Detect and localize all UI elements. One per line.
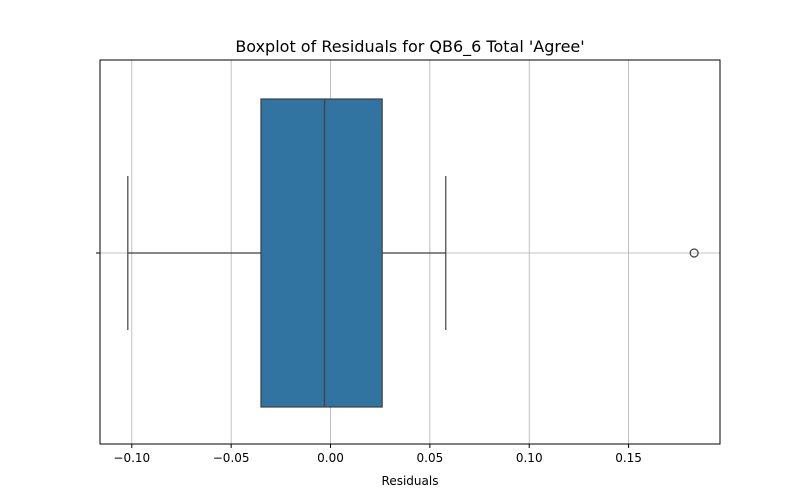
- x-tick-label: 0.15: [615, 451, 642, 465]
- interquartile-box: [260, 98, 383, 408]
- outlier-point: [689, 248, 699, 258]
- x-tick-label: −0.10: [113, 451, 150, 465]
- x-tick-label: 0.10: [516, 451, 543, 465]
- x-tick-label: 0.05: [417, 451, 444, 465]
- grid-lines: [100, 60, 720, 444]
- box-plot: [127, 98, 699, 408]
- chart-title: Boxplot of Residuals for QB6_6 Total 'Ag…: [235, 37, 584, 57]
- x-tick-label: −0.05: [213, 451, 250, 465]
- x-tick-label: 0.00: [317, 451, 344, 465]
- x-axis-label: Residuals: [382, 474, 439, 488]
- plot-frame: [99, 59, 721, 445]
- x-axis-ticks: −0.10 −0.05 0.00 0.05 0.10 0.15: [113, 444, 642, 465]
